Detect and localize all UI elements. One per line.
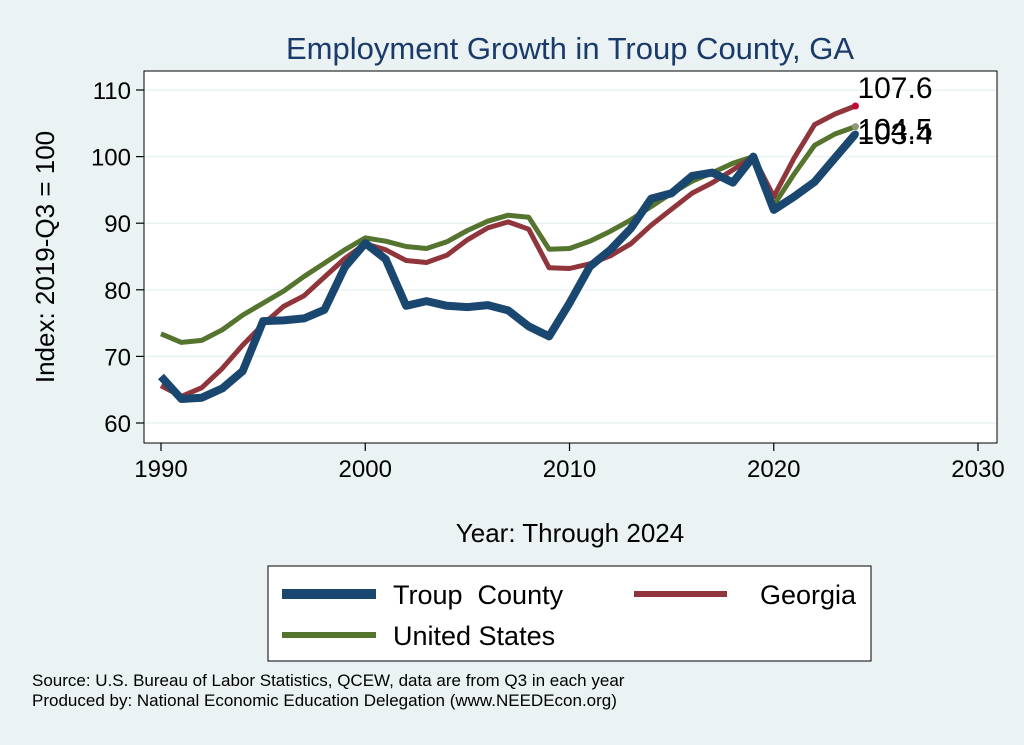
y-tick-label: 60 <box>104 411 131 438</box>
end-marker-2 <box>851 123 859 131</box>
legend: Troup County Georgia United States <box>267 565 872 662</box>
end-label-2: 104.5 <box>857 114 932 147</box>
y-tick-label: 110 <box>93 78 131 105</box>
y-tick-label: 90 <box>104 211 131 238</box>
footer: Source: U.S. Bureau of Labor Statistics,… <box>32 671 624 711</box>
axes: 60 70 80 90 100 110 1990 2000 2010 2020 2030 <box>91 78 1005 483</box>
x-tick-label: 2000 <box>339 456 392 483</box>
x-tick-label: 1990 <box>134 456 187 483</box>
series-lines <box>158 103 859 403</box>
legend-label-1: Georgia <box>760 580 857 610</box>
producer-note: Produced by: National Economic Education… <box>32 691 617 710</box>
y-tick-label: 70 <box>104 344 131 371</box>
end-label-1: 107.6 <box>857 72 932 105</box>
series-line-2 <box>160 124 857 345</box>
end-marker-1 <box>851 102 859 110</box>
end-label-0: 103.4 <box>857 118 932 151</box>
legend-label-0: Troup County <box>393 580 564 610</box>
chart-title: Employment Growth in Troup County, GA <box>286 31 854 66</box>
x-axis-title: Year: Through 2024 <box>456 518 684 548</box>
legend-box <box>267 565 872 662</box>
source-note: Source: U.S. Bureau of Labor Statistics,… <box>32 671 625 690</box>
series-line-1 <box>159 103 857 399</box>
end-labels: 103.4 107.6 104.5 <box>851 72 933 151</box>
legend-label-2: United States <box>393 621 555 651</box>
series-line-0 <box>158 131 859 403</box>
x-tick-label: 2030 <box>951 456 1004 483</box>
x-tick-label: 2020 <box>747 456 800 483</box>
end-marker-0 <box>851 130 859 138</box>
y-axis-title: Index: 2019-Q3 = 100 <box>30 131 60 383</box>
y-tick-label: 100 <box>91 145 131 172</box>
x-tick-label: 2010 <box>543 456 596 483</box>
y-tick-label: 80 <box>104 278 131 305</box>
